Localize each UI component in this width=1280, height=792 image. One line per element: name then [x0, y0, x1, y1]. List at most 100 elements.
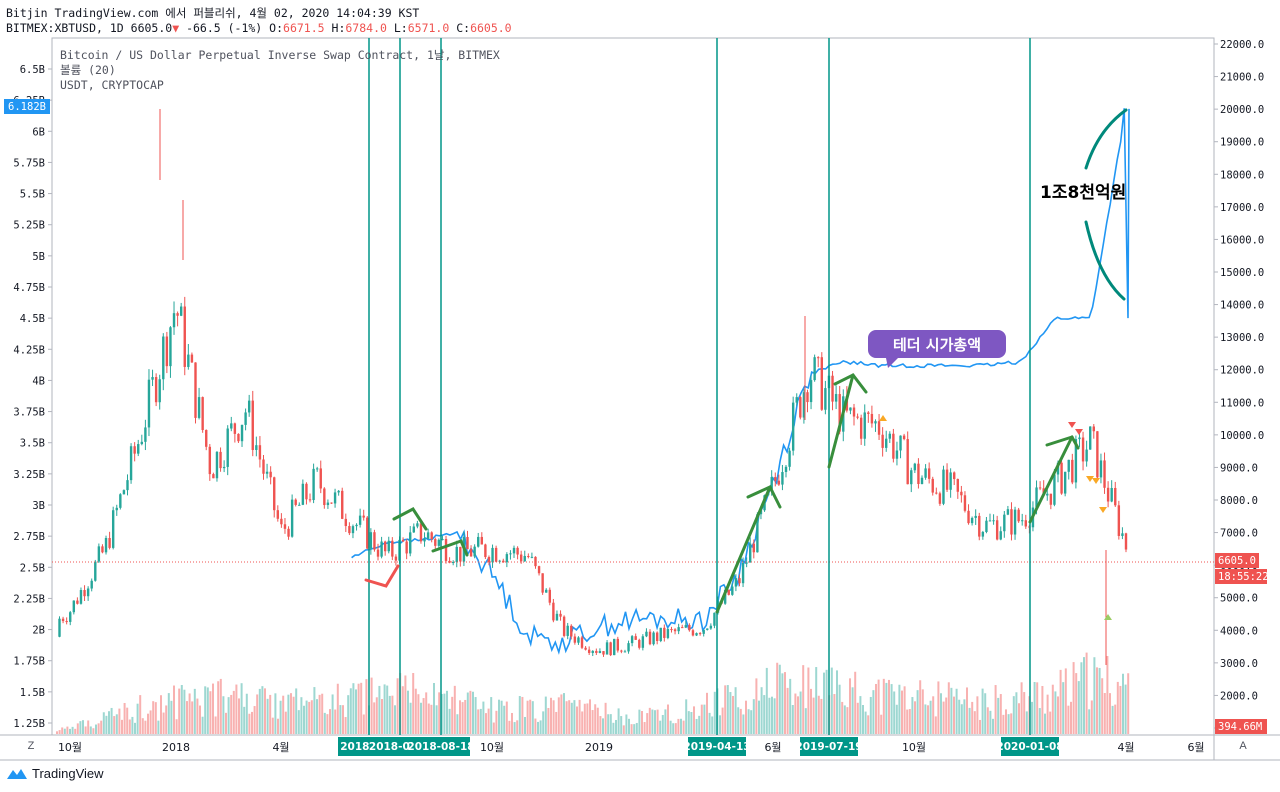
volume-bar [365, 679, 368, 734]
volume-bar [1114, 704, 1117, 734]
volume-bar [131, 716, 134, 734]
candle-body [484, 544, 487, 558]
left-usdt-axis[interactable]: 6.5B6.25B6B5.75B5.5B5.25B5B4.75B4.5B4.25… [13, 64, 52, 730]
volume-bar [264, 688, 266, 734]
volume-bar [214, 716, 217, 734]
time-label: 10월 [480, 741, 504, 754]
volume-bar [589, 699, 591, 734]
candle-body [634, 636, 637, 640]
candle-body [330, 502, 333, 504]
date-badge-bg [412, 737, 470, 756]
left-tick-label: 5.5B [20, 189, 45, 201]
volume-bar [121, 719, 123, 734]
volume-bar [901, 690, 903, 734]
volume-bar [947, 682, 950, 734]
volume-bar [97, 723, 100, 734]
volume-bar [869, 696, 872, 734]
legend-main-series[interactable]: Bitcoin / US Dollar Perpetual Inverse Sw… [60, 48, 500, 62]
volume-bar [867, 715, 870, 734]
volume-bar [84, 726, 87, 734]
volume-bar [459, 700, 461, 734]
volume-bar [381, 699, 383, 734]
time-label: 4월 [272, 741, 289, 754]
volume-bar [334, 709, 337, 734]
candle-body [115, 507, 118, 511]
volume-bar [872, 690, 875, 734]
volume-bar [750, 710, 753, 734]
tether-callout[interactable]: 테더 시가총액 [868, 330, 1006, 368]
volume-bar [1103, 693, 1106, 734]
candle-body [684, 625, 687, 628]
volume-bar [729, 692, 732, 734]
chart-legend[interactable]: Bitcoin / US Dollar Perpetual Inverse Sw… [60, 48, 500, 93]
candle-body [165, 336, 169, 367]
volume-bar [726, 685, 729, 734]
volume-bar [66, 726, 69, 734]
candle-body [265, 471, 269, 474]
volume-bar [1119, 685, 1122, 734]
right-price-axis[interactable]: 22000.0 21000.0 20000.0 19000.0 18000.0 17000… [1214, 39, 1264, 735]
candle-body [512, 547, 516, 554]
candle-body [323, 488, 326, 506]
candle-body [319, 468, 322, 489]
volume-bar [635, 722, 638, 734]
candle-body [1089, 426, 1092, 450]
volume-bar [648, 707, 651, 734]
candle-body [935, 492, 938, 494]
candle-body [530, 556, 534, 558]
legend-volume[interactable]: 볼륨 (20) [60, 63, 116, 77]
zoom-reset-button[interactable]: Z [27, 740, 35, 752]
volume-bar [555, 711, 558, 734]
volume-bar [620, 716, 623, 734]
candle-body [83, 590, 86, 597]
volume-bar [755, 678, 758, 734]
candle-body [992, 520, 995, 522]
time-axis[interactable]: 10월 2018 4월 10월 2019 6월 10월 4월 6월 [58, 741, 1205, 754]
volume-bar [1038, 708, 1041, 734]
symbol-label[interactable]: BITMEX:XBTUSD, 1D [6, 21, 124, 35]
auto-scale-button[interactable]: A [1239, 740, 1247, 752]
volume-bar [230, 694, 233, 734]
volume-bar [542, 711, 545, 734]
candle-body [276, 510, 280, 519]
volume-bar [794, 693, 797, 734]
volume-bar [1098, 667, 1101, 734]
tradingview-brand[interactable]: TradingView [6, 766, 104, 781]
legend-usdt[interactable]: USDT, CRYPTOCAP [60, 78, 164, 92]
volume-bar [508, 720, 511, 734]
volume-bar [739, 708, 742, 734]
volume-bar [209, 691, 212, 734]
volume-bar [953, 696, 955, 734]
volume-bar [669, 720, 672, 734]
volume-bar [498, 699, 500, 734]
volume-bar [791, 705, 794, 734]
volume-bar [986, 707, 989, 734]
volume-bar [71, 726, 74, 734]
left-tick-label: 6B [32, 126, 45, 138]
candle-body [262, 459, 265, 474]
volume-bar [175, 719, 178, 734]
candle-body [806, 392, 809, 403]
candle-body [169, 327, 172, 367]
candle-body [358, 515, 362, 525]
volume-bar [344, 717, 347, 734]
right-tick-label: 7000.0 [1220, 528, 1258, 540]
candle-body [981, 531, 985, 537]
volume-bar [479, 708, 482, 734]
volume-bar [677, 718, 680, 734]
volume-bar [56, 731, 58, 734]
volume-bar [742, 714, 745, 734]
volume-bar [880, 714, 883, 734]
volume-bar [300, 697, 303, 734]
candle-body [698, 633, 702, 635]
candle-body [494, 547, 498, 562]
volume-bar [1033, 681, 1036, 734]
volume-bar [950, 687, 953, 734]
signal-marker [1104, 614, 1112, 620]
candle-body [76, 600, 79, 604]
date-badge-text: 2018-08-18 [407, 741, 474, 753]
volume-bar [347, 695, 350, 734]
volume-bar [253, 706, 256, 734]
volume-bar [760, 687, 763, 734]
